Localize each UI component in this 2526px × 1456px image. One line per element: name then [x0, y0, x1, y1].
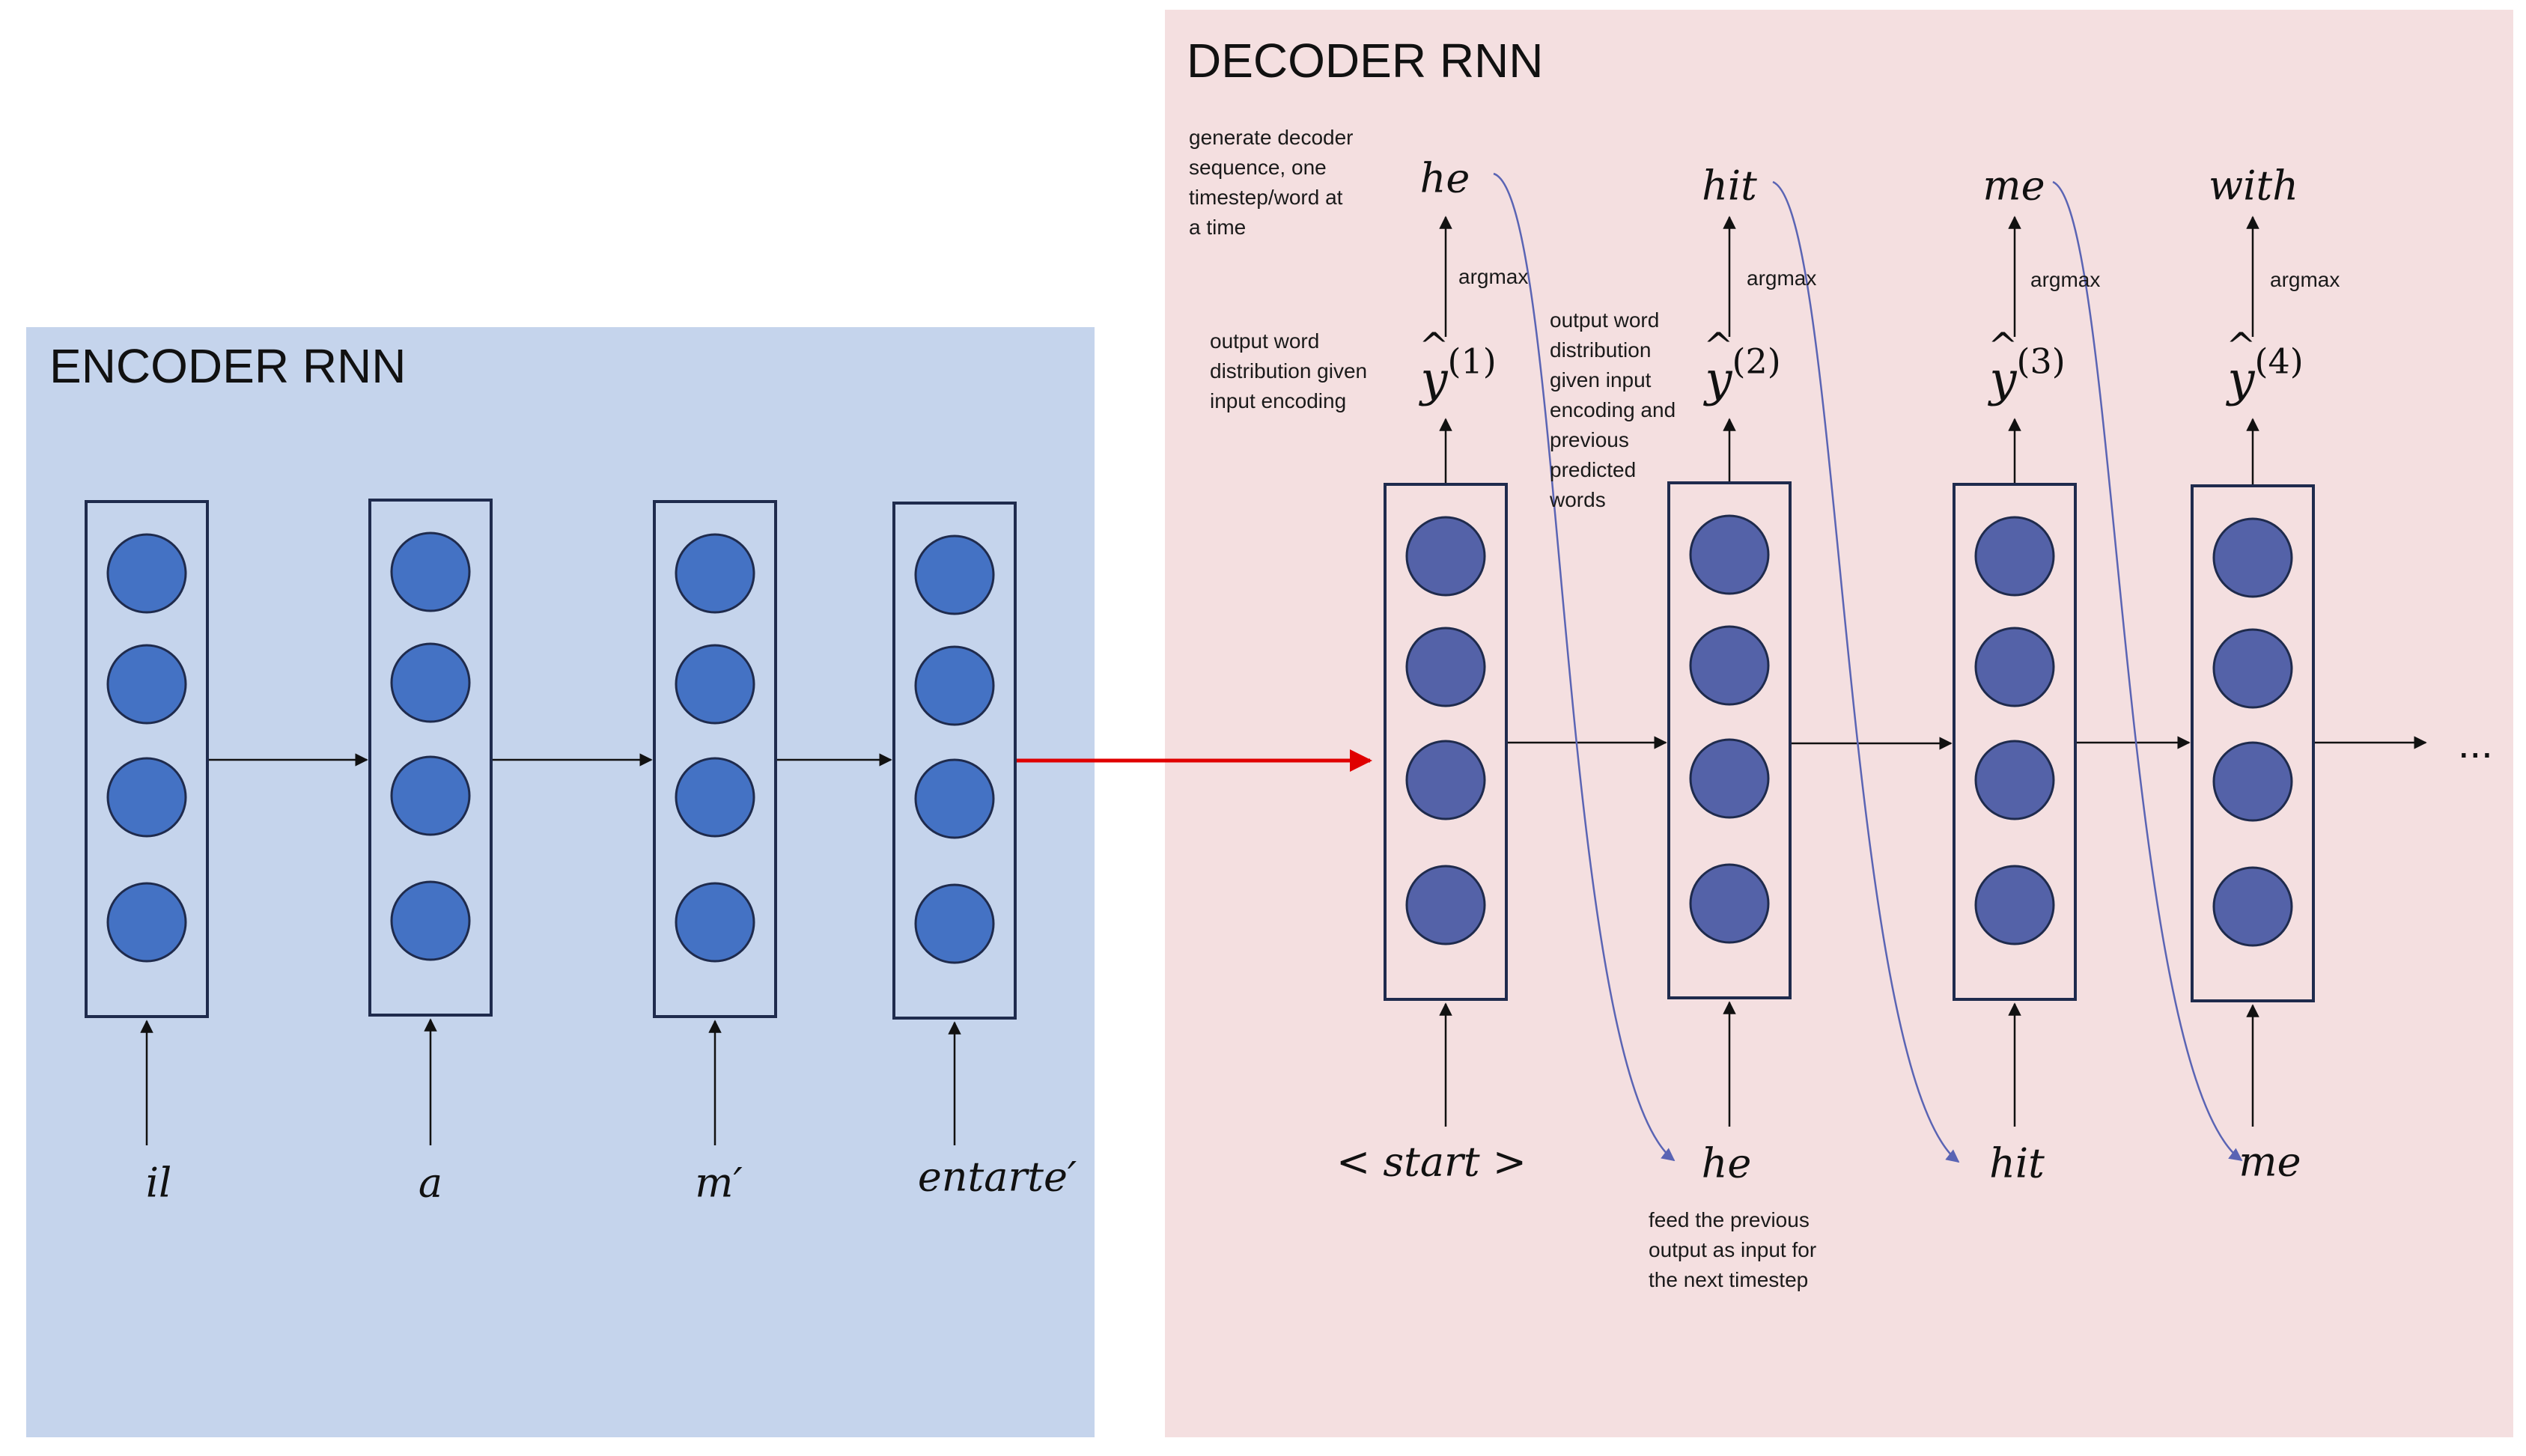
- encoder-node: [676, 534, 754, 612]
- encoder-node: [108, 645, 186, 723]
- encoder-node: [392, 644, 469, 722]
- decoder-panel: [1165, 10, 2513, 1437]
- decoder-node: [2214, 868, 2292, 945]
- decoder-node: [1976, 517, 2054, 595]
- encoder-node: [392, 882, 469, 960]
- encoder-node: [392, 533, 469, 611]
- decoder-node: [2214, 519, 2292, 597]
- decoder-node: [1976, 628, 2054, 706]
- encoder-node: [108, 883, 186, 961]
- encoder-node: [392, 757, 469, 835]
- encoder-node: [916, 760, 993, 838]
- decoder-node: [1690, 740, 1768, 817]
- decoder-node: [1407, 628, 1485, 706]
- decoder-node: [1690, 865, 1768, 942]
- decoder-node: [1976, 866, 2054, 944]
- encoder-node: [108, 534, 186, 612]
- decoder-node: [1976, 741, 2054, 819]
- decoder-node: [1407, 866, 1485, 944]
- decoder-node: [1407, 741, 1485, 819]
- encoder-node: [916, 647, 993, 725]
- encoder-node: [676, 758, 754, 836]
- encoder-node: [916, 536, 993, 614]
- decoder-node: [1690, 516, 1768, 594]
- decoder-node: [1407, 517, 1485, 595]
- encoder-node: [108, 758, 186, 836]
- decoder-node: [2214, 630, 2292, 707]
- encoder-node: [916, 885, 993, 963]
- encoder-node: [676, 645, 754, 723]
- encoder-panel: [26, 327, 1095, 1437]
- decoder-node: [1690, 627, 1768, 704]
- decoder-node: [2214, 743, 2292, 820]
- encoder-node: [676, 883, 754, 961]
